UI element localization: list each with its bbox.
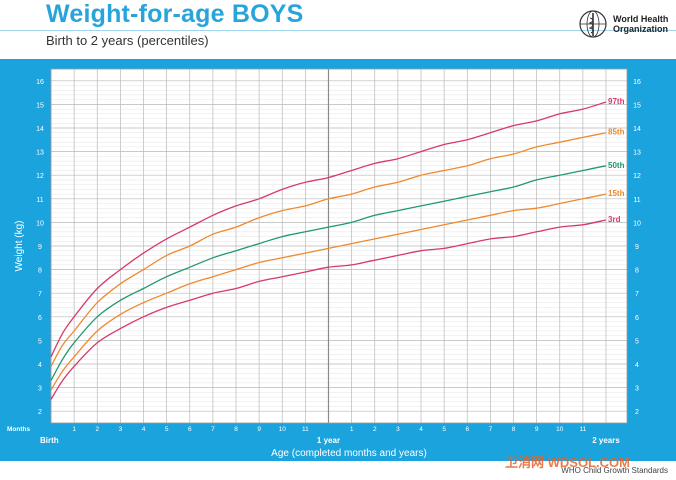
org-line-1: World Health <box>613 14 669 24</box>
series-line-3rd <box>50 219 607 400</box>
x-axis-label: Age (completed months and years) <box>271 448 427 459</box>
series-line-97th <box>50 101 607 358</box>
y-tick-label: 4 <box>38 362 42 369</box>
y-tick-label: 8 <box>38 268 42 275</box>
series-label-85th: 85th <box>608 128 625 137</box>
y-tick-label: 16 <box>633 79 641 86</box>
y-tick-label: 11 <box>36 197 43 204</box>
footer-note: WHO Child Growth Standards <box>561 466 668 475</box>
y-tick-label: 13 <box>36 150 44 157</box>
org-line-2: Organization <box>613 24 669 34</box>
x-tick-label: 5 <box>165 426 169 433</box>
y-tick-label: 3 <box>635 386 639 393</box>
series-line-85th <box>50 132 607 367</box>
y-tick-label: 9 <box>635 244 639 251</box>
series-label-3rd: 3rd <box>608 215 621 224</box>
plot-border <box>50 68 628 424</box>
months-label: Months <box>7 426 30 433</box>
series-line-50th <box>50 165 607 381</box>
x-tick-label: 4 <box>142 426 146 433</box>
watermark: 卫消网 WDSOL.COM <box>505 455 630 470</box>
x-tick-label: 9 <box>257 426 261 433</box>
y-tick-label: 14 <box>36 126 44 133</box>
x-tick-label: 1 <box>350 426 354 433</box>
series-label-97th: 97th <box>608 97 625 106</box>
y-tick-label: 5 <box>635 338 639 345</box>
series-label-15th: 15th <box>608 189 625 198</box>
y-tick-label: 2 <box>38 409 42 416</box>
y-tick-label: 8 <box>635 268 639 275</box>
y-tick-label: 2 <box>635 409 639 416</box>
x-tick-label: 5 <box>442 426 446 433</box>
x-tick-label: 4 <box>419 426 423 433</box>
x-tick-label: 2 <box>373 426 377 433</box>
who-emblem-icon <box>579 10 607 38</box>
chart-subtitle: Birth to 2 years (percentiles) <box>46 33 209 48</box>
y-tick-label: 3 <box>38 386 42 393</box>
y-tick-label: 12 <box>36 173 44 180</box>
series-label-50th: 50th <box>608 161 625 170</box>
y-tick-label: 6 <box>38 315 42 322</box>
x-tick-label: Birth <box>40 436 59 445</box>
y-tick-label: 15 <box>36 102 44 109</box>
x-tick-label: 3 <box>396 426 400 433</box>
y-tick-label: 10 <box>36 220 44 227</box>
series-line-15th <box>50 193 607 391</box>
y-tick-label: 12 <box>633 173 641 180</box>
x-tick-label: 10 <box>556 426 564 433</box>
x-tick-label: 6 <box>188 426 192 433</box>
y-axis-label: Weight (kg) <box>14 221 25 272</box>
x-tick-label: 7 <box>211 426 215 433</box>
y-tick-label: 11 <box>633 197 640 204</box>
title-rule <box>0 30 676 31</box>
y-tick-label: 7 <box>38 291 42 298</box>
x-tick-label: 2 <box>95 426 99 433</box>
x-tick-label: 7 <box>489 426 493 433</box>
y-tick-label: 6 <box>635 315 639 322</box>
x-tick-label: 11 <box>580 426 587 433</box>
y-tick-label: 13 <box>633 150 641 157</box>
y-tick-label: 9 <box>38 244 42 251</box>
x-tick-label: 8 <box>512 426 516 433</box>
x-tick-label: 6 <box>465 426 469 433</box>
y-tick-label: 4 <box>635 362 639 369</box>
y-tick-label: 14 <box>633 126 641 133</box>
x-tick-label: 1 year <box>317 436 340 445</box>
x-tick-label: 11 <box>302 426 309 433</box>
x-tick-label: 10 <box>279 426 287 433</box>
x-tick-label: 8 <box>234 426 238 433</box>
x-tick-label: 9 <box>535 426 539 433</box>
y-tick-label: 16 <box>36 79 44 86</box>
y-tick-label: 5 <box>38 338 42 345</box>
who-org-name: World Health Organization <box>613 14 668 34</box>
chart-title: Weight-for-age BOYS <box>46 0 304 28</box>
x-tick-label: 2 years <box>592 436 620 445</box>
y-tick-label: 15 <box>633 102 641 109</box>
y-tick-label: 7 <box>635 291 639 298</box>
y-tick-label: 10 <box>633 220 641 227</box>
x-tick-label: 3 <box>119 426 123 433</box>
x-tick-label: 1 <box>72 426 76 433</box>
